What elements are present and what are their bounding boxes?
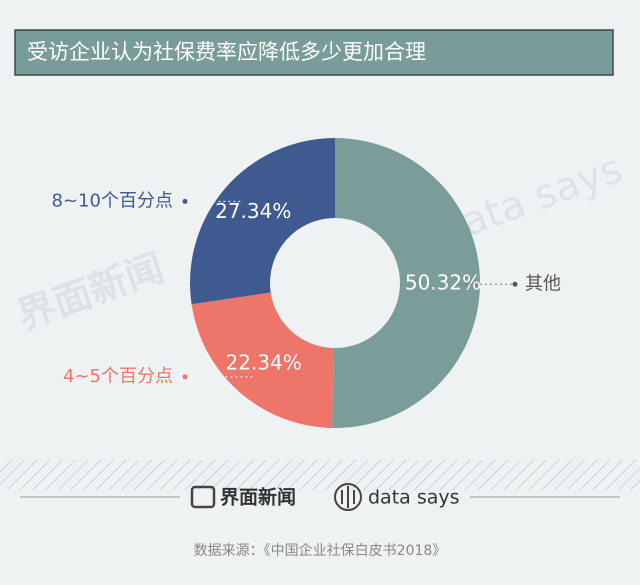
value-label: 27.34% [215, 199, 291, 223]
leader-dot [182, 198, 188, 204]
category-label: 4~5个百分点 [63, 366, 173, 387]
chart-title: 受访企业认为社保费率应降低多少更加合理 [27, 40, 426, 64]
leader-dot [182, 374, 188, 380]
value-label: 50.32% [405, 271, 481, 295]
brand2: data says [368, 487, 460, 509]
brand2-icon [334, 483, 362, 511]
category-label: 8~10个百分点 [52, 190, 173, 211]
slice [191, 292, 334, 428]
hatch-band [0, 460, 640, 490]
donut: 50.32% 其他 22.34% 4~5个百分点 27.34% 8~10个百分点 [52, 138, 561, 428]
category-label: 其他 [525, 273, 561, 294]
source: 数据来源：《中国企业社保白皮书2018》 [194, 542, 447, 559]
brand2-icon [341, 486, 355, 508]
slice [332, 138, 480, 428]
value-label: 22.34% [225, 351, 301, 375]
leader-dot [512, 281, 518, 287]
title-bar [14, 29, 614, 76]
slice [190, 138, 335, 305]
brand-icon [190, 485, 216, 509]
brand: 界面新闻 [220, 486, 296, 509]
